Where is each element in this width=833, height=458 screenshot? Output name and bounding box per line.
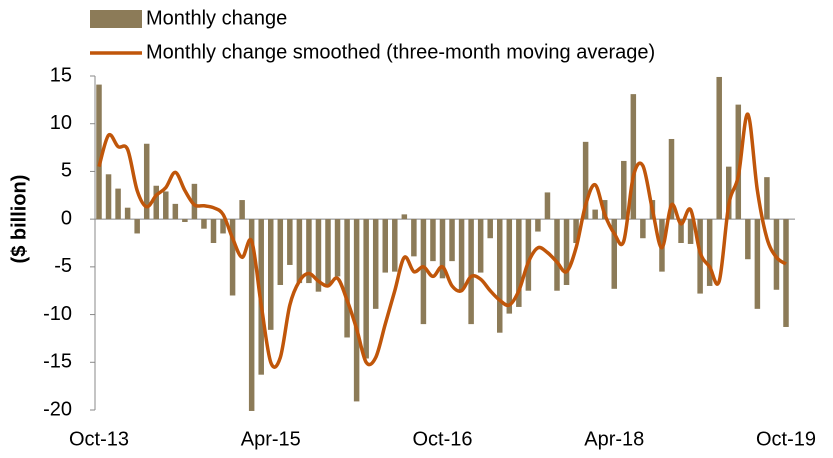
bar [563, 219, 570, 285]
bar [745, 219, 751, 260]
x-tick-label: Oct-19 [756, 428, 816, 450]
bar [735, 104, 742, 220]
x-tick-label: Oct-13 [69, 428, 129, 450]
bar [134, 219, 140, 234]
legend-swatch [90, 10, 142, 28]
bar [220, 219, 226, 234]
bar [525, 219, 532, 291]
bar [506, 219, 513, 314]
bar [544, 192, 551, 220]
bar [353, 219, 360, 402]
bar [716, 76, 722, 220]
y-tick-label: -20 [43, 398, 72, 420]
bar [229, 219, 236, 296]
bar [325, 219, 331, 286]
bar [153, 185, 159, 220]
bar [363, 219, 369, 359]
bar [706, 219, 713, 286]
bar [392, 219, 398, 272]
bar [678, 219, 684, 243]
bar [497, 219, 503, 333]
bar [277, 219, 284, 285]
bar [372, 219, 379, 309]
y-axis-label: ($ billion) [8, 175, 30, 264]
bar [334, 219, 341, 277]
legend-label: Monthly change smoothed (three-month mov… [146, 41, 655, 63]
bar [248, 219, 255, 411]
bar [191, 183, 198, 220]
bar [296, 219, 303, 284]
bar [411, 219, 417, 257]
bar [182, 219, 188, 223]
bar [382, 219, 388, 273]
bar [210, 219, 217, 243]
bar [430, 219, 436, 262]
bar [487, 219, 493, 239]
bar [535, 219, 541, 232]
bar [306, 219, 312, 284]
bar [640, 219, 646, 239]
bar [621, 160, 627, 220]
bar [668, 138, 675, 220]
bar [163, 191, 169, 220]
bar [516, 219, 522, 307]
bar [96, 84, 102, 220]
bar [477, 219, 484, 273]
bar [582, 141, 589, 220]
y-tick-label: 10 [50, 112, 72, 134]
bar [344, 219, 350, 338]
bar [449, 219, 455, 262]
x-tick-label: Apr-18 [584, 428, 644, 450]
bar [726, 166, 732, 220]
y-tick-label: 0 [61, 207, 72, 229]
bar [315, 219, 322, 292]
x-tick-label: Oct-16 [412, 428, 472, 450]
y-tick-label: 15 [50, 64, 72, 86]
bar [687, 219, 694, 244]
y-tick-label: -15 [43, 351, 72, 373]
bar [201, 219, 207, 229]
bar [458, 219, 465, 290]
bar [630, 94, 637, 220]
bar [287, 219, 293, 265]
bar [401, 214, 408, 220]
bar [754, 219, 761, 309]
legend-label: Monthly change [146, 7, 287, 29]
smoothed-line [97, 112, 788, 369]
y-tick-label: 5 [61, 160, 72, 182]
bar [439, 219, 446, 279]
bar [420, 219, 427, 325]
bar [124, 207, 131, 220]
bar [783, 219, 789, 327]
bar [115, 188, 121, 220]
y-tick-label: -10 [43, 303, 72, 325]
y-tick-label: -5 [54, 255, 72, 277]
bar [143, 143, 150, 220]
bar [172, 203, 179, 220]
bar [764, 177, 770, 220]
bar [468, 219, 474, 325]
bar [573, 219, 579, 243]
bar [105, 174, 112, 220]
bar [239, 200, 245, 220]
bar [268, 219, 274, 330]
bar [554, 219, 560, 291]
x-tick-label: Apr-15 [241, 428, 301, 450]
bar [592, 209, 598, 220]
bar [611, 219, 617, 289]
